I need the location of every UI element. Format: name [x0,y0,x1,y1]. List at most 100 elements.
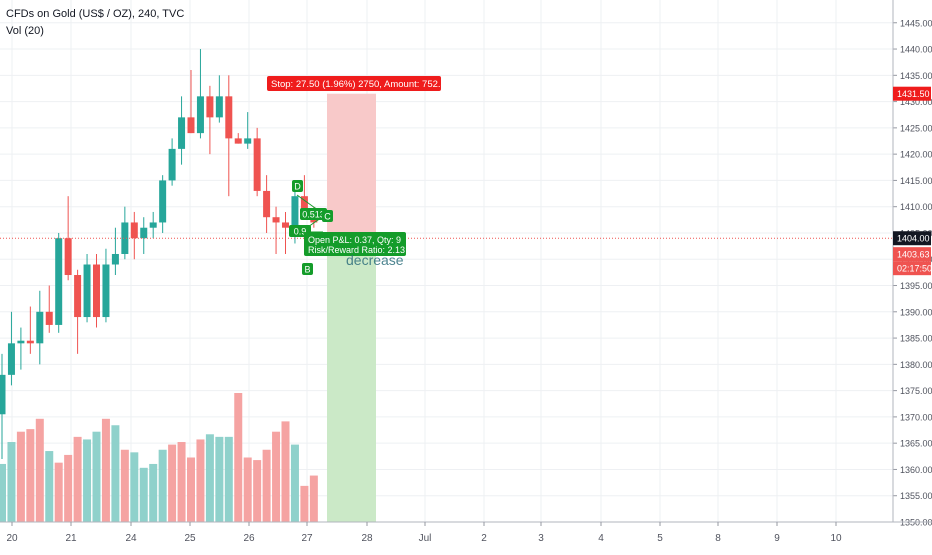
candles[interactable] [0,49,318,459]
candle-body [36,311,44,344]
grid-lines [0,0,893,523]
candle [187,70,195,134]
candle-body [83,264,91,318]
candle [253,127,261,197]
open-pnl-text: Open P&L: 0.37, Qty: 9 [308,235,401,245]
volume-bar [111,425,120,522]
candle [0,353,6,459]
current-price-tag: 1404.00 [893,231,931,246]
pattern-ratio-1-bg [300,208,327,220]
volume-bar [272,431,281,522]
pattern-point-c: C [322,210,333,222]
volume-bar [45,451,54,522]
time-tick-label: 9 [774,533,780,544]
volume-bar [158,449,167,522]
price-tick-label: 1390.00 [900,307,932,317]
time-tick-label: 5 [657,533,663,544]
price-tick-label: 1440.00 [900,45,932,55]
candle [26,306,34,354]
volume-bar [234,393,243,522]
candle [149,211,157,239]
countdown-tag: 02:17:50 [893,261,932,276]
current-price-tag-text: 1404.00 [897,234,930,244]
time-tick-label: 8 [715,533,721,544]
symbol-title: CFDs on Gold (US$ / OZ), 240, TVC [6,8,185,20]
price-tags: 1431.50 1404.00 1403.63 02:17:50 [893,86,932,276]
volume-bar [196,439,205,522]
volume-bar [0,463,6,522]
time-tick-label: 27 [301,533,313,544]
target-zone [327,238,376,522]
time-tick-label: 28 [361,533,373,544]
volume-bar [16,431,25,522]
pattern-point-b: B [302,263,313,275]
pattern-ratio-1-text: 0.513 [302,210,325,220]
candle [140,217,148,254]
pattern-drawing[interactable]: Stop: 27.50 (1.96%) 2750, Amount: 752.5 D… [267,76,446,275]
volume-bars [0,393,318,522]
candle [45,285,53,333]
candle-body [55,238,63,325]
pattern-ratio-1: 0.513 [300,208,327,220]
volume-bar [262,449,271,522]
volume-bar [168,444,177,522]
candle-body [102,264,110,318]
volume-bar [120,449,129,522]
price-tick-label: 1365.00 [900,439,932,449]
bid-price-tag-text: 1403.63 [897,250,930,260]
pattern-point-c-text: C [324,212,331,222]
candle [17,327,25,370]
volume-indicator-label: Vol (20) [6,25,44,37]
volume-bar [281,421,290,522]
bid-price-tag-bg [893,247,931,262]
candle [168,138,176,186]
candle [282,211,289,254]
candle [272,206,280,254]
time-tick-label: 25 [184,533,196,544]
price-tick-label: 1355.00 [900,491,932,501]
time-tick-label: Jul [419,533,432,544]
candle [215,75,223,123]
pattern-ratio-2-text: 0.9 [294,227,307,237]
candle-body [244,138,252,144]
price-tick-label: 1435.00 [900,71,932,81]
candle-body [196,96,204,134]
pattern-point-d-bg [292,180,303,192]
candle-body [263,190,271,218]
volume-bar [54,462,63,522]
volume-bar [187,457,195,522]
candle [263,175,271,233]
candle-body [7,343,15,375]
candle-body [93,264,100,318]
price-tick-label: 1385.00 [900,334,932,344]
volume-bar [83,439,92,522]
candle [55,232,63,333]
countdown-text: 02:17:50 [897,264,932,274]
volume-bar [243,457,252,522]
candle [7,311,15,386]
volume-bar [177,442,186,522]
price-tick-label: 1415.00 [900,176,932,186]
candle-body [17,340,25,344]
time-axis[interactable]: 20 21 24 25 26 27 28 Jul 2 3 4 5 8 9 10 [0,521,932,544]
countdown-bg [893,261,931,276]
stop-price-tag-bg [893,86,931,101]
position-zones [327,93,376,522]
volume-bar [224,436,233,522]
volume-bar [300,485,309,522]
candle-body [121,222,129,254]
candle [36,290,44,365]
candle-body [74,275,82,318]
candle [74,269,82,354]
candle-body [168,148,176,181]
candle-body [111,253,119,265]
pattern-point-d-text: D [294,182,301,192]
candle [121,206,129,260]
candle-body [272,217,280,223]
candle [130,211,138,260]
candle-body [225,96,233,139]
volume-bar [130,452,139,522]
stop-label-bg [267,76,441,91]
